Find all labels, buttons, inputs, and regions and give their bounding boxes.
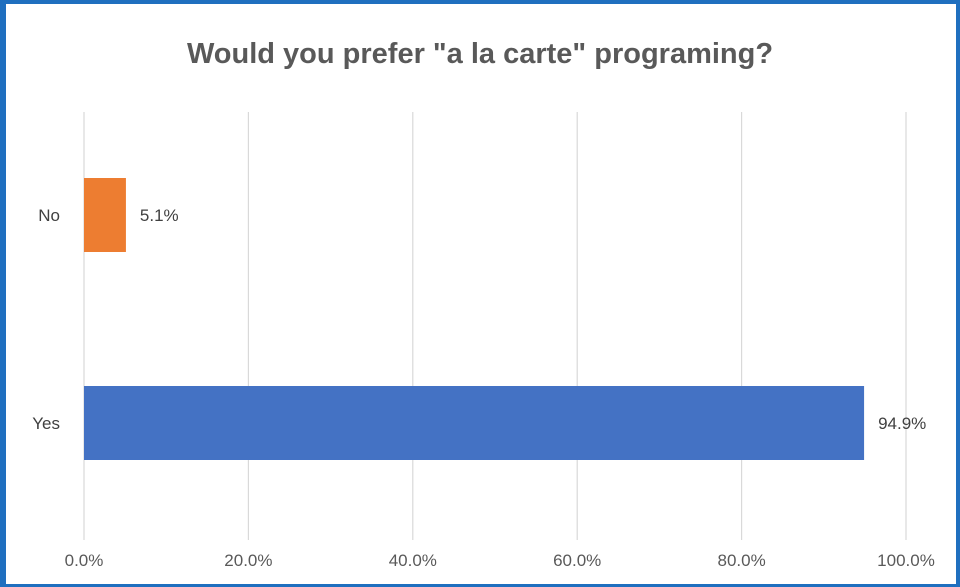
bar-no xyxy=(84,178,126,252)
category-labels: No Yes xyxy=(32,206,60,433)
bar-yes xyxy=(84,386,865,460)
x-tick-label: 40.0% xyxy=(389,551,437,570)
data-label-no: 5.1% xyxy=(140,206,179,225)
gridlines xyxy=(83,112,907,540)
data-labels: 5.1% 94.9% xyxy=(140,206,926,433)
x-tick-label: 60.0% xyxy=(553,551,601,570)
category-label-yes: Yes xyxy=(32,414,60,433)
data-label-yes: 94.9% xyxy=(878,414,926,433)
x-tick-label: 80.0% xyxy=(717,551,765,570)
x-tick-label: 100.0% xyxy=(877,551,935,570)
x-tick-label: 20.0% xyxy=(224,551,272,570)
x-tick-label: 0.0% xyxy=(65,551,104,570)
chart-title: Would you prefer "a la carte" programing… xyxy=(186,38,774,70)
x-axis-ticks: 0.0% 20.0% 40.0% 60.0% 80.0% 100.0% xyxy=(65,551,935,570)
category-label-no: No xyxy=(38,206,60,225)
bars xyxy=(84,178,865,460)
